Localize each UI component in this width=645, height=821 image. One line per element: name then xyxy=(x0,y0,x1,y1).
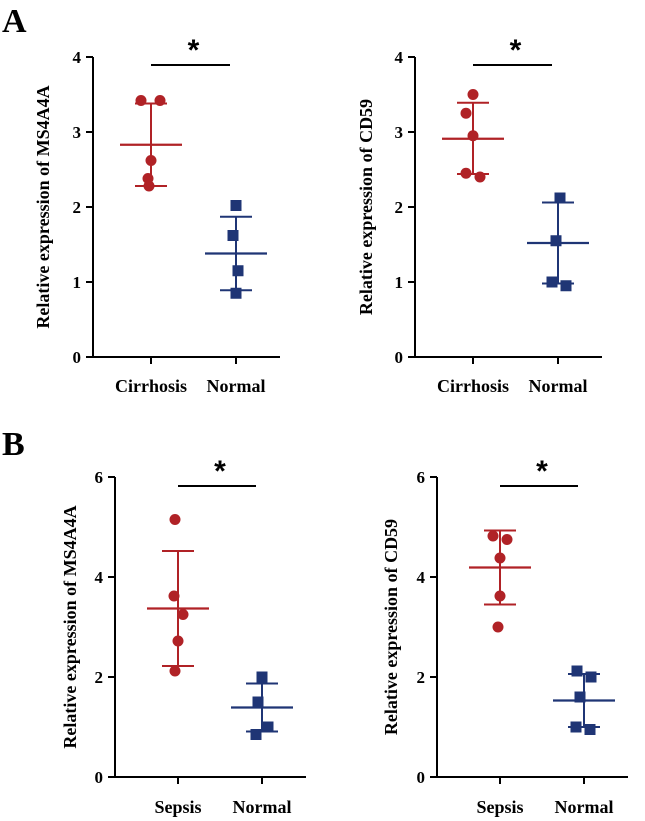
series-normal xyxy=(553,665,615,735)
y-tick-label: 3 xyxy=(73,123,82,142)
data-point xyxy=(554,192,566,204)
data-point xyxy=(168,590,180,602)
panel-label-b: B xyxy=(2,426,25,463)
category-label-normal: Normal xyxy=(233,797,292,817)
data-point xyxy=(560,280,572,292)
y-tick-label: 4 xyxy=(395,48,404,67)
data-point xyxy=(494,552,506,564)
data-point xyxy=(584,724,596,735)
y-tick-label: 3 xyxy=(395,123,404,142)
y-tick-label: 6 xyxy=(417,468,426,487)
y-tick-label: 1 xyxy=(73,273,82,292)
y-axis-label: Relative expression of CD59 xyxy=(381,519,401,735)
y-axis-label: Relative expression of MS4A4A xyxy=(33,85,53,328)
data-point xyxy=(460,107,472,119)
data-point xyxy=(256,671,268,683)
data-point xyxy=(571,665,583,677)
category-label-sepsis: Sepsis xyxy=(476,797,523,817)
data-point xyxy=(169,514,181,525)
data-point xyxy=(177,609,189,620)
series-sepsis xyxy=(147,514,209,677)
data-point xyxy=(135,95,147,106)
data-point xyxy=(550,235,562,247)
series-normal xyxy=(527,192,589,292)
data-point xyxy=(227,230,239,241)
y-tick-label: 4 xyxy=(95,568,104,587)
data-point xyxy=(145,155,157,166)
chart-3: 0 2 4 6 Sepsis Normal Relative expression of M… xyxy=(60,455,306,817)
category-label-cirrhosis: Cirrhosis xyxy=(437,376,509,396)
significance-star: * xyxy=(510,34,522,67)
data-point xyxy=(467,130,479,142)
series-normal xyxy=(231,671,293,740)
data-point xyxy=(474,171,486,183)
category-label-normal: Normal xyxy=(555,797,614,817)
chart-1: 0 1 2 3 4 Cirrhosis Normal Relative expression … xyxy=(33,34,280,396)
charts-group: 0 1 2 3 4 Cirrhosis Normal Relative expression … xyxy=(33,34,628,817)
data-point xyxy=(501,534,513,545)
data-point xyxy=(262,721,274,733)
category-label-normal: Normal xyxy=(529,376,588,396)
y-tick-label: 6 xyxy=(95,468,104,487)
y-tick-label: 0 xyxy=(73,348,82,367)
category-label-sepsis: Sepsis xyxy=(154,797,201,817)
y-tick-label: 0 xyxy=(95,768,104,787)
significance-star: * xyxy=(188,34,200,67)
category-label-normal: Normal xyxy=(207,376,266,396)
y-tick-label: 4 xyxy=(417,568,426,587)
series-sepsis xyxy=(469,529,531,633)
data-point xyxy=(252,696,264,708)
y-tick-label: 0 xyxy=(417,768,426,787)
y-tick-label: 1 xyxy=(395,273,404,292)
y-tick-label: 4 xyxy=(73,48,82,67)
y-axis-label: Relative expression of CD59 xyxy=(356,99,376,315)
chart-4: 0 2 4 6 Sepsis Normal Relative expression of C… xyxy=(381,455,628,817)
data-point xyxy=(172,635,184,647)
series-cirrhosis xyxy=(442,89,504,183)
significance-star: * xyxy=(214,455,226,488)
data-point xyxy=(494,590,506,602)
data-point xyxy=(230,287,242,299)
data-point xyxy=(467,89,479,100)
series-cirrhosis xyxy=(120,95,182,192)
chart-2: 0 1 2 3 4 Cirrhosis Normal Relative expression … xyxy=(356,34,602,396)
data-point xyxy=(585,671,597,683)
data-point xyxy=(250,729,262,740)
y-tick-label: 0 xyxy=(395,348,404,367)
series-normal xyxy=(205,200,267,299)
data-point xyxy=(169,665,181,677)
data-point xyxy=(154,95,166,106)
y-axis-label: Relative expression of MS4A4A xyxy=(60,505,80,748)
data-point xyxy=(143,180,155,192)
data-point xyxy=(570,721,582,733)
y-tick-label: 2 xyxy=(417,668,426,687)
data-point xyxy=(232,265,244,277)
y-tick-label: 2 xyxy=(395,198,404,217)
panel-label-a: A xyxy=(2,3,27,40)
y-tick-label: 2 xyxy=(95,668,104,687)
data-point xyxy=(574,691,586,703)
data-point xyxy=(492,621,504,633)
significance-star: * xyxy=(536,455,548,488)
data-point xyxy=(546,276,558,288)
y-tick-label: 2 xyxy=(73,198,82,217)
data-point xyxy=(230,200,242,211)
data-point xyxy=(487,530,499,542)
category-label-cirrhosis: Cirrhosis xyxy=(115,376,187,396)
data-point xyxy=(460,167,472,179)
